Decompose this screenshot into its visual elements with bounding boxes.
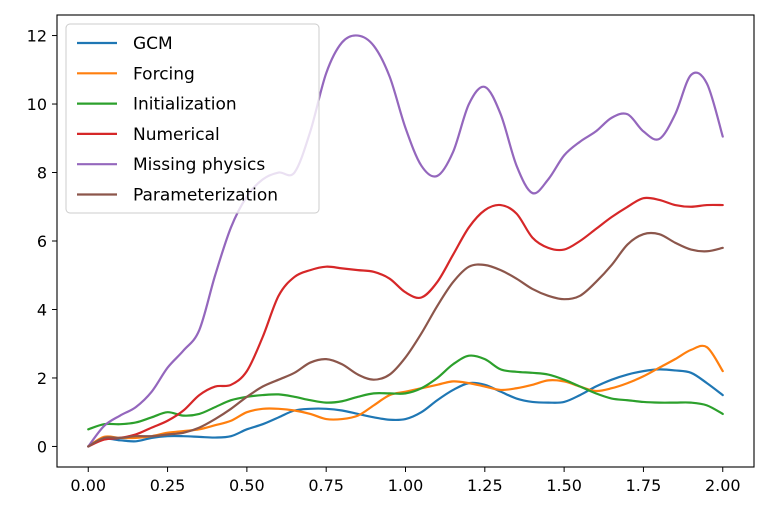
y-tick-label: 10 bbox=[27, 95, 47, 114]
x-tick-label: 2.00 bbox=[705, 476, 741, 495]
series-line-missing-physics bbox=[87, 34, 724, 448]
legend-label: Parameterization bbox=[133, 186, 278, 206]
legend-label: Numerical bbox=[133, 125, 220, 145]
y-tick-label: 6 bbox=[37, 232, 47, 251]
legend-label: GCM bbox=[133, 34, 173, 54]
y-tick-label: 12 bbox=[27, 27, 47, 46]
x-tick-label: 0.75 bbox=[308, 476, 344, 495]
x-tick-label: 1.25 bbox=[467, 476, 503, 495]
y-tick-label: 2 bbox=[37, 369, 47, 388]
legend-label: Forcing bbox=[133, 64, 195, 84]
x-tick-label: 0.00 bbox=[70, 476, 106, 495]
y-tick-label: 8 bbox=[37, 164, 47, 183]
x-tick-label: 0.50 bbox=[229, 476, 265, 495]
legend-label: Initialization bbox=[133, 95, 237, 115]
y-tick-label: 4 bbox=[37, 300, 47, 319]
x-tick-label: 1.00 bbox=[388, 476, 424, 495]
series-line-numerical bbox=[87, 196, 724, 448]
axes-layer: 0.00 0.25 0.50 0.75 1.00 1.25 1.50 1.75 2.00 0 2 4 6… bbox=[27, 27, 741, 495]
series-line-parameterization bbox=[87, 231, 724, 448]
legend: GCM Forcing Initialization Numerical Missing… bbox=[65, 23, 320, 214]
y-tick-label: 0 bbox=[37, 437, 47, 456]
series-layer bbox=[87, 34, 724, 448]
legend-label: Missing physics bbox=[133, 155, 265, 175]
x-tick-label: 1.75 bbox=[626, 476, 662, 495]
series-line-initialization bbox=[87, 354, 724, 431]
legend-box bbox=[65, 23, 320, 214]
series-line-gcm bbox=[87, 368, 724, 448]
x-tick-label: 1.50 bbox=[546, 476, 582, 495]
x-tick-label: 0.25 bbox=[150, 476, 186, 495]
